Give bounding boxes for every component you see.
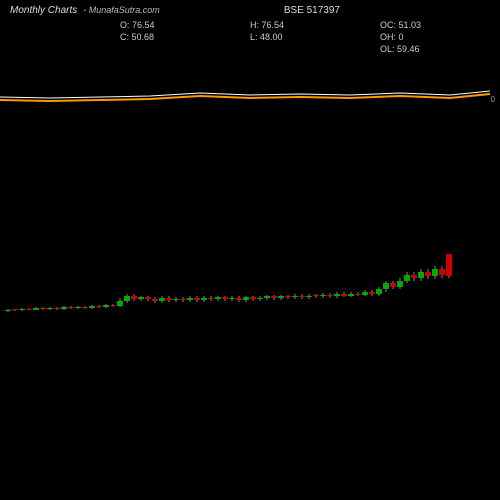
- candle: [173, 297, 179, 301]
- ohlc-row: O: 76.54 C: 50.68 H: 76.54 L: 48.00 OC: …: [0, 20, 500, 54]
- low-value: L: 48.00: [250, 32, 320, 42]
- candle: [264, 295, 270, 300]
- candle: [26, 308, 32, 311]
- candle: [271, 295, 277, 300]
- candlestick-chart: [0, 250, 490, 320]
- candle: [425, 269, 431, 279]
- candle: [418, 269, 424, 280]
- high-value: H: 76.54: [250, 20, 320, 30]
- candle: [82, 306, 88, 309]
- candle: [138, 296, 144, 301]
- candle: [376, 287, 382, 296]
- candle: [61, 306, 67, 310]
- candles-container: [0, 250, 490, 320]
- candle: [222, 296, 228, 301]
- candle: [278, 295, 284, 300]
- candle: [166, 296, 172, 301]
- candle: [236, 296, 242, 301]
- ol-value: OL: 59.46: [380, 44, 450, 54]
- candle: [299, 294, 305, 299]
- candle: [397, 278, 403, 289]
- oh-value: OH: 0: [380, 32, 450, 42]
- oc-value: OC: 51.03: [380, 20, 450, 30]
- candle: [229, 296, 235, 300]
- candle: [5, 309, 11, 313]
- candle: [327, 293, 333, 298]
- candle: [19, 308, 25, 312]
- candle: [334, 292, 340, 298]
- candle: [257, 296, 263, 300]
- candle: [446, 254, 452, 279]
- candle: [145, 296, 151, 301]
- candle: [152, 297, 158, 302]
- ohlc-col-2: H: 76.54 L: 48.00: [250, 20, 320, 54]
- chart-title: Monthly Charts: [10, 5, 77, 16]
- candle: [89, 305, 95, 309]
- candle: [404, 272, 410, 283]
- candle: [103, 304, 109, 308]
- candle: [285, 295, 291, 299]
- candle: [96, 305, 102, 308]
- chart-symbol: BSE 517397: [284, 5, 340, 16]
- candle: [362, 290, 368, 296]
- indicator-chart: [0, 55, 500, 105]
- ohlc-col-3: OC: 51.03 OH: 0 OL: 59.46: [380, 20, 450, 54]
- candle: [117, 298, 123, 307]
- candle: [306, 294, 312, 299]
- candle: [110, 304, 116, 307]
- candle: [208, 296, 214, 300]
- candle: [54, 307, 60, 310]
- candle: [313, 294, 319, 298]
- candle: [243, 296, 249, 302]
- candle: [159, 296, 165, 302]
- candle: [201, 296, 207, 301]
- candle: [250, 296, 256, 301]
- candle: [47, 307, 53, 310]
- candle: [75, 306, 81, 309]
- candle: [33, 307, 39, 311]
- candle: [180, 297, 186, 301]
- candle: [355, 292, 361, 296]
- candle: [383, 281, 389, 292]
- candle: [12, 309, 18, 312]
- open-value: O: 76.54: [120, 20, 190, 30]
- candle: [432, 266, 438, 279]
- ohlc-col-1: O: 76.54 C: 50.68: [120, 20, 190, 54]
- candle: [369, 290, 375, 295]
- close-value: C: 50.68: [120, 32, 190, 42]
- chart-header: Monthly Charts - MunafaSutra.com BSE 517…: [0, 0, 500, 20]
- chart-source: - MunafaSutra.com: [83, 5, 160, 15]
- candle: [187, 296, 193, 301]
- candle: [68, 306, 74, 309]
- candle: [411, 272, 417, 281]
- candle: [124, 294, 130, 303]
- candle: [439, 266, 445, 278]
- candle: [40, 307, 46, 310]
- candle: [348, 292, 354, 297]
- candle: [320, 293, 326, 298]
- candle: [131, 294, 137, 301]
- candle: [292, 294, 298, 299]
- indicator-label: 0: [491, 95, 495, 104]
- candle: [341, 292, 347, 297]
- candle: [215, 296, 221, 301]
- candle: [390, 281, 396, 290]
- candle: [194, 296, 200, 301]
